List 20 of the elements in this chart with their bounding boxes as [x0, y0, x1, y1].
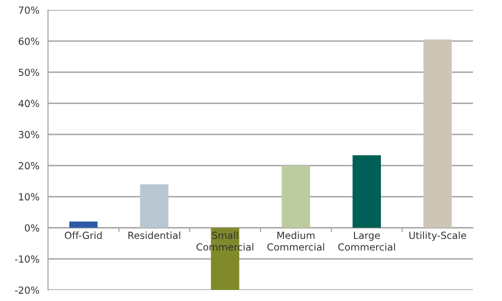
x-tick-label: Off-Grid	[64, 232, 102, 240]
bar	[282, 166, 310, 228]
y-tick-label: 10%	[19, 193, 40, 200]
x-tick-label: Utility-Scale	[409, 232, 466, 241]
y-tick-label: -10%	[15, 255, 40, 263]
x-tick-label: Large Commercial	[338, 232, 395, 251]
bar	[423, 40, 452, 228]
x-tick-label: Residential	[128, 232, 180, 240]
bar	[140, 184, 168, 228]
x-tick-label: Medium Commercial	[267, 232, 324, 251]
y-tick-label: 70%	[18, 6, 40, 14]
y-tick-label: 50%	[18, 68, 40, 76]
y-tick-label: 0%	[24, 224, 40, 232]
y-tick-label: 60%	[18, 38, 40, 45]
bar	[69, 222, 98, 228]
bar	[352, 155, 381, 228]
y-tick-label: 30%	[18, 130, 40, 138]
y-tick-label: 20%	[18, 162, 40, 170]
y-tick-label: 40%	[18, 100, 40, 108]
y-tick-label: -20%	[15, 286, 40, 294]
